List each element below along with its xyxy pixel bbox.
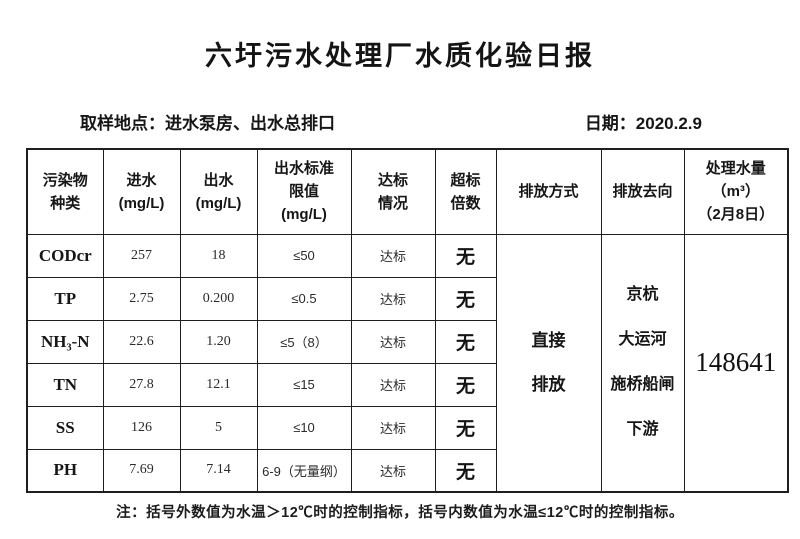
- table-row: SS 126 5 ≤10 达标 无: [26, 405, 788, 450]
- water-quality-table: 污染物 种类 进水 (mg/L) 出水 (mg/L) 出水标准 限值 (mg/L…: [26, 148, 789, 493]
- outflow-value: 5: [179, 405, 258, 450]
- exceed-value: 无: [434, 362, 497, 407]
- outflow-value: 1.20: [179, 319, 258, 364]
- row-label: CODcr: [26, 233, 104, 278]
- col-header-discharge-destination: 排放去向: [600, 148, 685, 235]
- row-label: TP: [26, 276, 104, 321]
- table-header-row: 污染物 种类 进水 (mg/L) 出水 (mg/L) 出水标准 限值 (mg/L…: [26, 148, 789, 235]
- table-row: TP 2.75 0.200 ≤0.5 达标 无: [26, 276, 788, 321]
- row-label: TN: [26, 362, 104, 407]
- status-value: 达标: [350, 319, 436, 364]
- discharge-destination-cell: 京杭 大运河 施桥船闸 下游: [600, 233, 685, 493]
- inflow-value: 7.69: [102, 448, 181, 493]
- table-row: PH 7.69 7.14 6-9（无量纲） 达标 无: [26, 448, 788, 493]
- exceed-value: 无: [434, 233, 497, 278]
- sampling-location-label: 取样地点：进水泵房、出水总排口: [80, 114, 335, 133]
- status-value: 达标: [350, 448, 436, 493]
- status-value: 达标: [350, 405, 436, 450]
- outflow-value: 12.1: [179, 362, 258, 407]
- exceed-value: 无: [434, 276, 497, 321]
- limit-value: ≤15: [256, 362, 352, 407]
- col-header-inflow: 进水 (mg/L): [102, 148, 181, 235]
- row-label: PH: [26, 448, 104, 493]
- col-header-exceed: 超标 倍数: [434, 148, 497, 235]
- report-date-label: 日期：2020.2.9: [584, 114, 702, 133]
- exceed-value: 无: [434, 448, 497, 493]
- page-title: 六圩污水处理厂水质化验日报: [205, 41, 595, 71]
- outflow-value: 0.200: [179, 276, 258, 321]
- row-label: NH₃-N: [26, 319, 104, 364]
- status-value: 达标: [350, 233, 436, 278]
- table-row: TN 27.8 12.1 ≤15 达标 无: [26, 362, 788, 407]
- outflow-value: 7.14: [179, 448, 258, 493]
- inflow-value: 126: [102, 405, 181, 450]
- outflow-value: 18: [179, 233, 258, 278]
- exceed-value: 无: [434, 405, 497, 450]
- col-header-treated-volume: 处理水量 （m³） （2月8日）: [683, 148, 789, 235]
- table-row: CODcr 257 18 ≤50 达标 无 直接 排放 京杭 大运河 施桥船闸 …: [26, 233, 789, 493]
- limit-value: 6-9（无量纲）: [256, 448, 352, 493]
- inflow-value: 257: [102, 233, 181, 278]
- inflow-value: 22.6: [102, 319, 181, 364]
- exceed-value: 无: [434, 319, 497, 364]
- row-label: SS: [26, 405, 104, 450]
- limit-value: ≤0.5: [256, 276, 352, 321]
- status-value: 达标: [350, 362, 436, 407]
- limit-value: ≤50: [256, 233, 352, 278]
- col-header-pollutant: 污染物 种类: [26, 148, 104, 235]
- col-header-limit: 出水标准 限值 (mg/L): [256, 148, 352, 235]
- footnote: 注：括号外数值为水温＞12℃时的控制指标，括号内数值为水温≤12℃时的控制指标。: [116, 505, 684, 521]
- limit-value: ≤5（8）: [256, 319, 352, 364]
- meta-row: 取样地点：进水泵房、出水总排口 日期：2020.2.9: [80, 109, 702, 134]
- col-header-outflow: 出水 (mg/L): [179, 148, 258, 235]
- inflow-value: 2.75: [102, 276, 181, 321]
- table-row: NH₃-N 22.6 1.20 ≤5（8） 达标 无: [26, 319, 788, 364]
- status-value: 达标: [350, 276, 436, 321]
- discharge-method-cell: 直接 排放: [495, 233, 602, 493]
- col-header-discharge-method: 排放方式: [495, 148, 602, 235]
- limit-value: ≤10: [256, 405, 352, 450]
- inflow-value: 27.8: [102, 362, 181, 407]
- col-header-status: 达标 情况: [350, 148, 436, 235]
- treated-volume-cell: 148641: [683, 233, 789, 493]
